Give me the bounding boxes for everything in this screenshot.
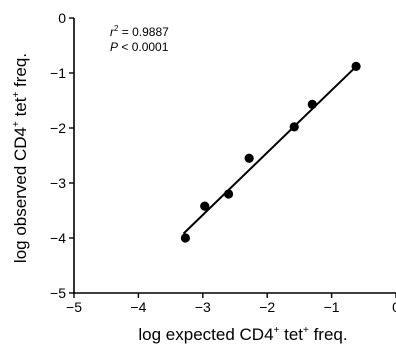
- y-tick-label: −2: [50, 120, 66, 136]
- r-symbol: r: [110, 25, 115, 39]
- x-axis-title-part-3: freq.: [309, 325, 348, 344]
- y-axis-title-sup-2: +: [11, 92, 22, 98]
- y-axis-title-sup-1: +: [11, 121, 22, 127]
- data-point: [200, 201, 210, 211]
- regression-line: [182, 64, 359, 235]
- x-tick-label: 0: [392, 299, 396, 315]
- data-point: [289, 122, 299, 132]
- p-symbol: P: [110, 40, 118, 54]
- x-axis-title-part-1: log expected CD4: [138, 325, 273, 344]
- fit-line-group: [182, 64, 359, 235]
- y-tick-label: −5: [50, 285, 66, 301]
- y-tick-label: −1: [50, 65, 66, 81]
- data-point: [244, 153, 254, 163]
- axes: [73, 18, 396, 294]
- x-tick-label: −5: [66, 299, 82, 315]
- x-tick-label: −2: [259, 299, 275, 315]
- r-squared-exponent: 2: [114, 24, 119, 33]
- data-point: [351, 61, 361, 71]
- r-squared-value: = 0.9887: [118, 25, 169, 39]
- ticks: −5 −4 −3 −2 −1 0 0 −1 −2 −3 −4 −5: [50, 10, 396, 315]
- p-value-text: < 0.0001: [118, 40, 169, 54]
- data-points: [180, 61, 361, 243]
- r-squared-annotation: r2 = 0.9887: [110, 24, 169, 39]
- p-value-annotation: P < 0.0001: [110, 40, 169, 54]
- x-tick-label: −3: [195, 299, 211, 315]
- x-axis-title: log expected CD4+ tet+ freq.: [138, 325, 347, 344]
- data-point: [307, 99, 317, 109]
- x-axis-title-part-2: tet: [279, 325, 303, 344]
- y-tick-label: −3: [50, 175, 66, 191]
- x-tick-label: −4: [130, 299, 146, 315]
- y-axis-title-part-2: tet: [11, 97, 30, 121]
- data-point: [180, 233, 191, 243]
- y-axis-title: log observed CD4+ tet+ freq.: [11, 53, 30, 263]
- x-tick-label: −1: [324, 299, 340, 315]
- y-axis-title-part-3: freq.: [11, 53, 30, 92]
- y-tick-label: 0: [58, 10, 66, 26]
- data-point: [223, 189, 234, 199]
- y-axis-title-part-1: log observed CD4: [11, 127, 30, 263]
- x-axis-title-sup-1: +: [274, 325, 280, 336]
- y-tick-label: −4: [50, 230, 66, 246]
- x-axis-title-sup-2: +: [303, 325, 309, 336]
